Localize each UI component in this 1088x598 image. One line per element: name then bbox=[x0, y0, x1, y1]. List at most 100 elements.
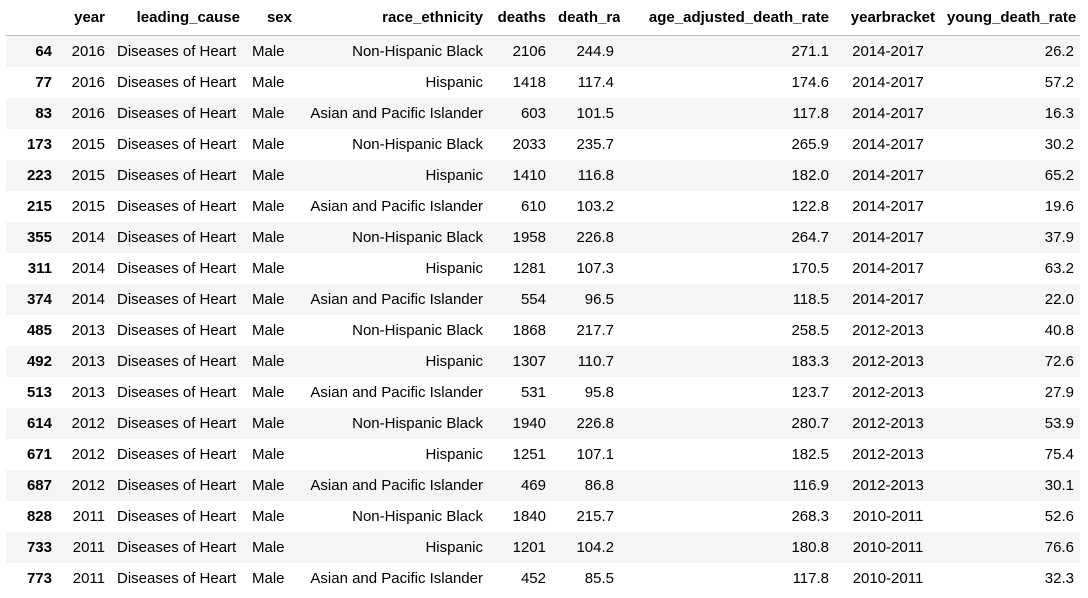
year-cell: 2014 bbox=[71, 259, 105, 277]
race-ethnicity-cell: Asian and Pacific Islander bbox=[310, 290, 483, 308]
young-death-rate-cell: 19.6 bbox=[1044, 197, 1074, 215]
table-row: 173 2015 Diseases of Heart Male Non-Hispanic… bbox=[6, 128, 1080, 160]
young-death-rate-cell: 52.6 bbox=[1044, 507, 1074, 525]
yearbracket-cell: 2012-2013 bbox=[852, 383, 924, 401]
leading-cause-cell: Diseases of Heart bbox=[117, 42, 237, 60]
leading-cause-cell: Diseases of Heart bbox=[117, 476, 237, 494]
race-ethnicity-cell: Asian and Pacific Islander bbox=[310, 104, 483, 122]
table-row: 223 2015 Diseases of Heart Male Hispanic 1410… bbox=[6, 159, 1080, 191]
leading-cause-cell: Diseases of Heart bbox=[117, 228, 237, 246]
race-ethnicity-cell: Non-Hispanic Black bbox=[352, 228, 483, 246]
age-adjusted-death-rate-cell: 182.0 bbox=[791, 166, 829, 184]
sex-cell: Male bbox=[252, 476, 285, 494]
leading-cause-cell: Diseases of Heart bbox=[117, 507, 237, 525]
year-cell: 2014 bbox=[71, 228, 105, 246]
leading-cause-cell: Diseases of Heart bbox=[117, 383, 237, 401]
yearbracket-cell: 2014-2017 bbox=[852, 197, 924, 215]
year-cell: 2016 bbox=[71, 104, 105, 122]
leading-cause-cell: Diseases of Heart bbox=[117, 73, 237, 91]
header-index bbox=[6, 0, 58, 36]
deaths-cell: 1281 bbox=[512, 259, 546, 277]
yearbracket-cell: 2010-2011 bbox=[852, 569, 924, 587]
death-rate-cell: 116.8 bbox=[577, 166, 614, 184]
deaths-cell: 452 bbox=[520, 569, 546, 587]
deaths-cell: 610 bbox=[520, 197, 546, 215]
leading-cause-cell: Diseases of Heart bbox=[117, 166, 237, 184]
year-cell: 2014 bbox=[71, 290, 105, 308]
row-index-cell: 215 bbox=[26, 197, 52, 215]
year-cell: 2011 bbox=[72, 569, 105, 587]
young-death-rate-cell: 27.9 bbox=[1044, 383, 1074, 401]
row-index-cell: 77 bbox=[35, 73, 52, 91]
leading-cause-cell: Diseases of Heart bbox=[117, 290, 237, 308]
deaths-cell: 1868 bbox=[512, 321, 546, 339]
deaths-cell: 1840 bbox=[512, 507, 546, 525]
year-cell: 2015 bbox=[71, 135, 105, 153]
age-adjusted-death-rate-cell: 118.5 bbox=[792, 290, 829, 308]
table-row: 355 2014 Diseases of Heart Male Non-Hispanic… bbox=[6, 221, 1080, 253]
death-rate-cell: 226.8 bbox=[576, 228, 614, 246]
death-rate-cell: 86.8 bbox=[584, 476, 614, 494]
race-ethnicity-cell: Hispanic bbox=[425, 73, 483, 91]
age-adjusted-death-rate-cell: 264.7 bbox=[791, 228, 829, 246]
death-rate-cell: 95.8 bbox=[584, 383, 614, 401]
header-yearbracket: yearbracket bbox=[835, 0, 941, 36]
dataframe-table: year leading_cause sex race_ethnicity de… bbox=[6, 0, 1080, 594]
race-ethnicity-cell: Non-Hispanic Black bbox=[352, 414, 483, 432]
year-cell: 2016 bbox=[71, 73, 105, 91]
yearbracket-cell: 2014-2017 bbox=[852, 228, 924, 246]
young-death-rate-cell: 75.4 bbox=[1044, 445, 1074, 463]
sex-cell: Male bbox=[252, 445, 285, 463]
young-death-rate-cell: 76.6 bbox=[1044, 538, 1074, 556]
young-death-rate-cell: 26.2 bbox=[1044, 42, 1074, 60]
age-adjusted-death-rate-cell: 117.8 bbox=[792, 569, 829, 587]
row-index-cell: 485 bbox=[26, 321, 52, 339]
death-rate-cell: 235.7 bbox=[576, 135, 614, 153]
death-rate-cell: 85.5 bbox=[584, 569, 614, 587]
leading-cause-cell: Diseases of Heart bbox=[117, 569, 237, 587]
deaths-cell: 1410 bbox=[512, 166, 546, 184]
young-death-rate-cell: 30.2 bbox=[1044, 135, 1074, 153]
deaths-cell: 1418 bbox=[512, 73, 546, 91]
yearbracket-cell: 2014-2017 bbox=[852, 104, 924, 122]
race-ethnicity-cell: Hispanic bbox=[425, 259, 483, 277]
row-index-cell: 355 bbox=[26, 228, 52, 246]
row-index-cell: 173 bbox=[26, 135, 52, 153]
age-adjusted-death-rate-cell: 170.5 bbox=[791, 259, 829, 277]
table-row: 215 2015 Diseases of Heart Male Asian and Pa… bbox=[6, 190, 1080, 222]
young-death-rate-cell: 40.8 bbox=[1044, 321, 1074, 339]
yearbracket-cell: 2012-2013 bbox=[852, 445, 924, 463]
death-rate-cell: 244.9 bbox=[576, 42, 614, 60]
table-body: 64 2016 Diseases of Heart Male Non-Hispanic … bbox=[6, 35, 1080, 594]
row-index-cell: 671 bbox=[26, 445, 52, 463]
young-death-rate-cell: 72.6 bbox=[1044, 352, 1074, 370]
race-ethnicity-cell: Asian and Pacific Islander bbox=[310, 197, 483, 215]
leading-cause-cell: Diseases of Heart bbox=[117, 104, 237, 122]
young-death-rate-cell: 22.0 bbox=[1044, 290, 1074, 308]
row-index-cell: 374 bbox=[26, 290, 52, 308]
death-rate-cell: 107.1 bbox=[576, 445, 614, 463]
death-rate-cell: 101.5 bbox=[576, 104, 614, 122]
leading-cause-cell: Diseases of Heart bbox=[117, 321, 237, 339]
table-row: 311 2014 Diseases of Heart Male Hispanic 1281… bbox=[6, 252, 1080, 284]
yearbracket-cell: 2014-2017 bbox=[852, 290, 924, 308]
deaths-cell: 1201 bbox=[512, 538, 546, 556]
year-cell: 2012 bbox=[71, 476, 105, 494]
row-index-cell: 614 bbox=[26, 414, 52, 432]
race-ethnicity-cell: Asian and Pacific Islander bbox=[310, 383, 483, 401]
yearbracket-cell: 2010-2011 bbox=[852, 538, 924, 556]
death-rate-cell: 217.7 bbox=[576, 321, 614, 339]
header-age-adjusted-death-rate: age_adjusted_death_rate bbox=[620, 0, 835, 36]
deaths-cell: 531 bbox=[520, 383, 546, 401]
young-death-rate-cell: 16.3 bbox=[1044, 104, 1074, 122]
table-row: 687 2012 Diseases of Heart Male Asian and Pa… bbox=[6, 469, 1080, 501]
row-index-cell: 64 bbox=[35, 42, 52, 60]
table-row: 513 2013 Diseases of Heart Male Asian and Pa… bbox=[6, 376, 1080, 408]
age-adjusted-death-rate-cell: 180.8 bbox=[791, 538, 829, 556]
yearbracket-cell: 2012-2013 bbox=[852, 476, 924, 494]
leading-cause-cell: Diseases of Heart bbox=[117, 259, 237, 277]
header-race-ethnicity: race_ethnicity bbox=[298, 0, 489, 36]
sex-cell: Male bbox=[252, 228, 285, 246]
age-adjusted-death-rate-cell: 182.5 bbox=[791, 445, 829, 463]
leading-cause-cell: Diseases of Heart bbox=[117, 445, 237, 463]
